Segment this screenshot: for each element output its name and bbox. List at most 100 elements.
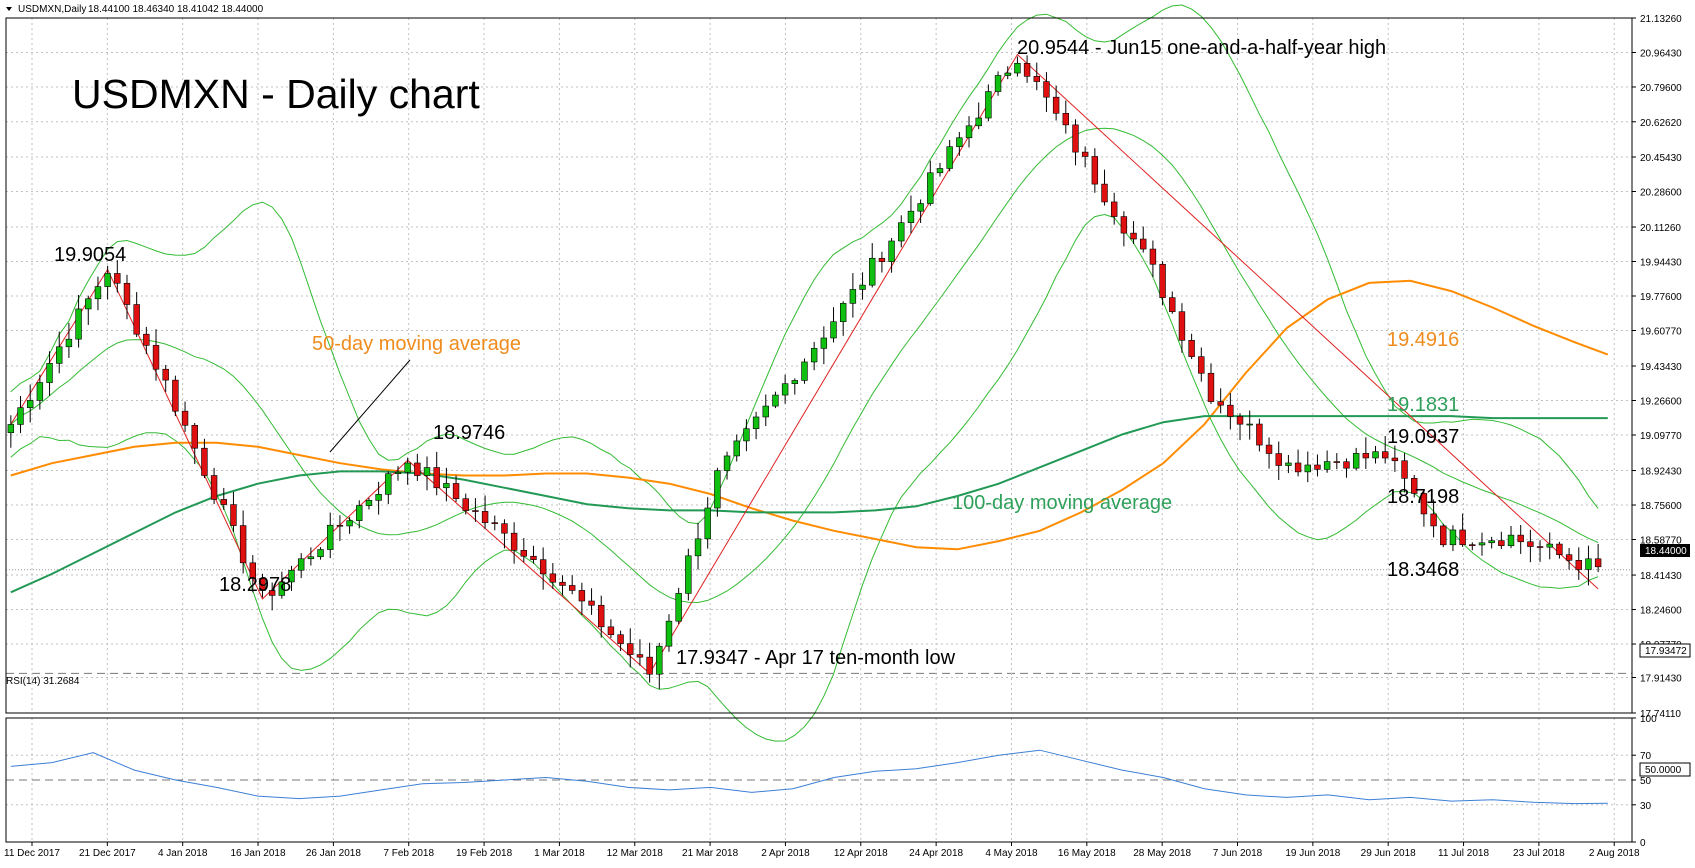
date-tick-label: 4 Jan 2018 xyxy=(158,848,208,859)
candle-body xyxy=(133,304,140,335)
candle-body xyxy=(588,600,595,606)
axes: 21.13260 20.96430 20.79600 20.62620 20.45430… xyxy=(4,14,1682,859)
candle-body xyxy=(472,510,479,512)
candle-body xyxy=(907,210,915,223)
price-tick-label: 20.79600 xyxy=(1640,83,1682,94)
candle-body xyxy=(94,286,102,300)
candle-body xyxy=(1149,248,1157,265)
date-tick-label: 28 May 2018 xyxy=(1133,848,1191,859)
date-tick-label: 19 Jun 2018 xyxy=(1285,848,1340,859)
candle-body xyxy=(46,363,53,383)
date-tick-label: 16 May 2018 xyxy=(1058,848,1116,859)
candle-body xyxy=(1236,416,1244,425)
date-tick-label: 24 Apr 2018 xyxy=(909,848,963,859)
candle-body xyxy=(239,525,247,564)
rsi-line xyxy=(10,749,1608,805)
annotation-high: 20.9544 - Jun15 one-and-a-half-year high xyxy=(1017,37,1386,59)
candle-body xyxy=(75,308,82,340)
candle-body xyxy=(714,470,721,509)
main-panel-frame xyxy=(5,17,1633,714)
candle-body xyxy=(201,447,208,476)
candle-body xyxy=(685,555,692,594)
date-tick-label: 2 Apr 2018 xyxy=(761,848,810,859)
candle-body xyxy=(1411,478,1418,494)
candle-body xyxy=(917,203,924,212)
candle-body xyxy=(1333,461,1341,463)
candle-body xyxy=(1488,540,1495,544)
label-ma100: 100-day moving average xyxy=(952,492,1172,514)
date-tick-label: 21 Mar 2018 xyxy=(682,848,739,859)
date-tick-label: 4 May 2018 xyxy=(985,848,1038,859)
candle-body xyxy=(1217,401,1224,406)
candle-body xyxy=(1169,297,1176,312)
candle-body xyxy=(1440,525,1447,546)
candle-body xyxy=(1227,404,1234,417)
candle-body xyxy=(56,346,63,364)
candle-body xyxy=(801,361,808,381)
candle-body xyxy=(462,498,469,511)
candle-body xyxy=(510,532,518,551)
candle-body xyxy=(288,569,295,583)
chart-collapse-icon[interactable] xyxy=(6,7,12,11)
candle-body xyxy=(1507,534,1515,546)
candle-body xyxy=(443,483,450,489)
candle-body xyxy=(336,524,344,527)
candle-body xyxy=(414,462,421,476)
rsi-tick-label: 100 xyxy=(1640,714,1657,725)
candle-body xyxy=(1043,81,1050,98)
rsi-tick-label: 30 xyxy=(1640,801,1652,812)
candle-body xyxy=(1575,559,1582,570)
candle-body xyxy=(568,585,576,591)
candle-body xyxy=(1372,451,1379,459)
candle-body xyxy=(1323,461,1331,470)
candle-body xyxy=(772,394,779,407)
date-tick-label: 7 Feb 2018 xyxy=(383,848,434,859)
candle-body xyxy=(752,416,760,430)
candle-body xyxy=(191,425,198,449)
annotation-peak2: 18.9746 xyxy=(433,422,505,444)
candle-body xyxy=(36,382,44,401)
candle-body xyxy=(1052,96,1060,114)
candle-body xyxy=(7,424,15,433)
price-tick-label: 17.74110 xyxy=(1640,709,1681,720)
value-last: 18.3468 xyxy=(1387,559,1459,581)
candle-body xyxy=(1430,513,1437,527)
candle-body xyxy=(278,581,286,596)
candle-body xyxy=(1556,543,1563,555)
current-price-box xyxy=(1640,544,1690,557)
candle-body xyxy=(1140,238,1147,250)
candle-body xyxy=(249,562,257,579)
candle-body xyxy=(1014,62,1021,74)
candle-body xyxy=(152,345,160,370)
price-tick-label: 19.77600 xyxy=(1640,292,1682,303)
candle-body xyxy=(268,590,276,596)
ma50-line xyxy=(10,279,1609,551)
candle-body xyxy=(1081,151,1089,157)
candle-body xyxy=(1420,493,1428,515)
price-tick-label: 20.62620 xyxy=(1640,118,1682,129)
candle-body xyxy=(114,273,121,284)
date-tick-label: 12 Mar 2018 xyxy=(607,848,664,859)
date-tick-label: 11 Jul 2018 xyxy=(1438,848,1489,859)
candle-body xyxy=(1362,453,1370,459)
candle-body xyxy=(346,520,353,527)
bollinger-upper xyxy=(10,4,1599,525)
ma100-line xyxy=(10,415,1608,594)
candle-body xyxy=(530,555,537,560)
date-tick-label: 23 Jul 2018 xyxy=(1513,848,1565,859)
candle-body xyxy=(501,523,508,534)
candle-body xyxy=(781,383,789,396)
date-tick-label: 29 Jun 2018 xyxy=(1361,848,1416,859)
candle-body xyxy=(297,558,305,571)
candle-body xyxy=(559,581,566,586)
date-tick-label: 26 Jan 2018 xyxy=(306,848,361,859)
value-ma100: 19.1831 xyxy=(1387,394,1459,416)
value-mid-band: 18.7198 xyxy=(1387,486,1459,508)
price-tick-label: 18.24600 xyxy=(1640,606,1682,617)
current-price-label: 18.44000 xyxy=(1645,546,1687,557)
price-tick-label: 20.28600 xyxy=(1640,187,1682,198)
grid-lines xyxy=(6,17,1632,842)
candle-body xyxy=(220,499,227,505)
candle-body xyxy=(1449,529,1457,546)
